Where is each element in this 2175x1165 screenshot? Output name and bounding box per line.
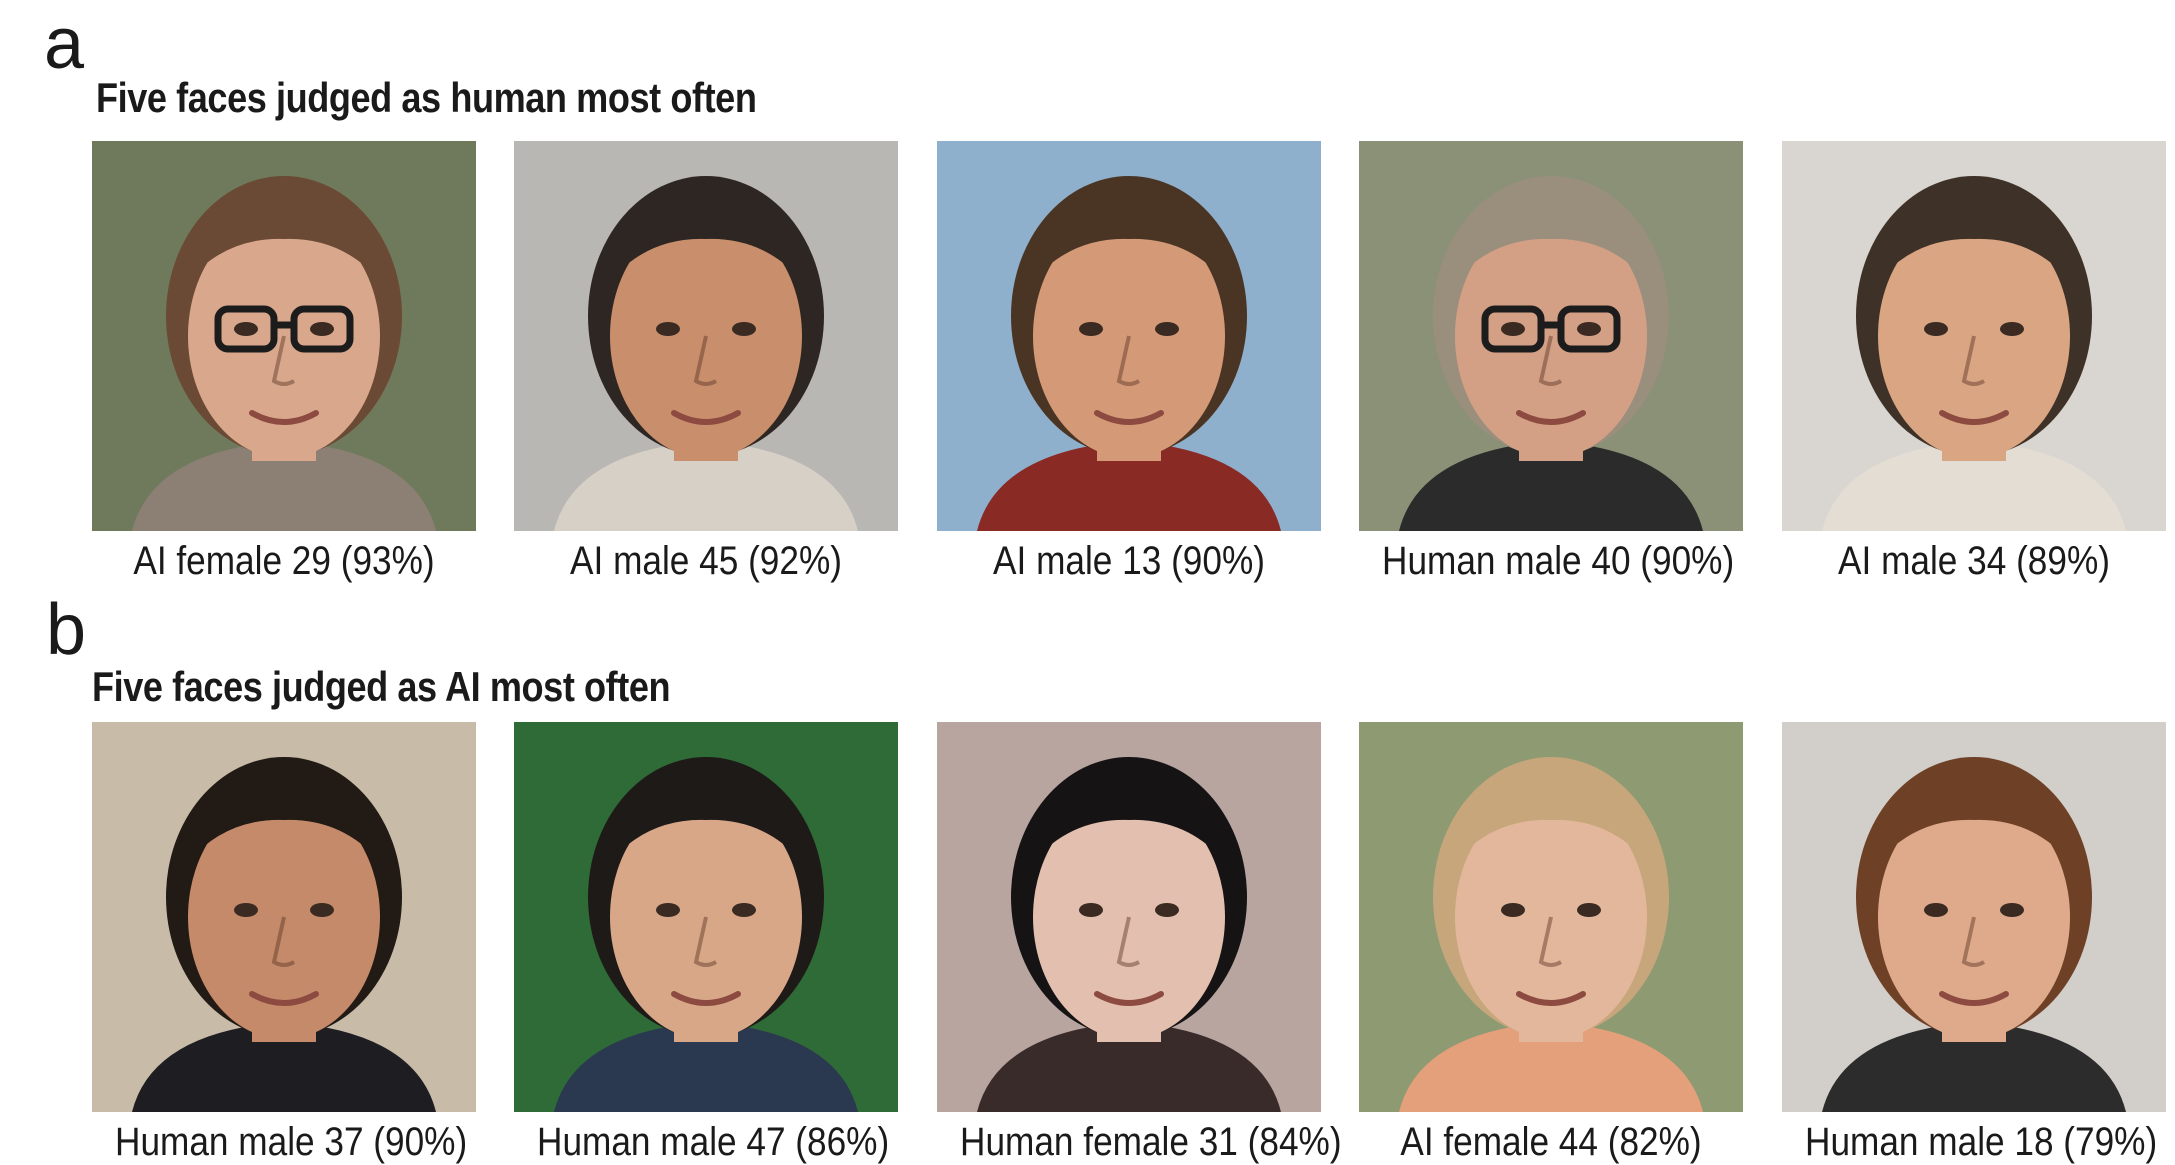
face-photo	[514, 141, 898, 531]
panel-label-a: a	[44, 4, 85, 84]
face-caption: Human male 18 (79%)	[1805, 1120, 2158, 1164]
face-photo	[1782, 141, 2166, 531]
glasses-icon	[214, 305, 354, 353]
face-card: Human male 47 (86%)	[514, 722, 898, 1165]
face-photo	[937, 722, 1321, 1112]
face-caption: Human female 31 (84%)	[960, 1120, 1342, 1164]
face-caption: AI female 44 (82%)	[1400, 1120, 1702, 1164]
face-card: Human female 31 (84%)	[937, 722, 1342, 1165]
face-photo	[1359, 722, 1743, 1112]
panel-title-b: Five faces judged as AI most often	[92, 663, 671, 710]
glasses-icon	[1481, 305, 1621, 353]
face-card: AI male 45 (92%)	[514, 141, 898, 584]
face-card: AI female 44 (82%)	[1359, 722, 1743, 1165]
face-photo	[937, 141, 1321, 531]
face-card: AI male 13 (90%)	[937, 141, 1321, 584]
face-photo	[1782, 722, 2166, 1112]
face-photo	[514, 722, 898, 1112]
face-card: Human male 37 (90%)	[92, 722, 476, 1165]
face-caption: AI male 13 (90%)	[993, 539, 1265, 583]
face-photo	[92, 141, 476, 531]
face-card: Human male 18 (79%)	[1782, 722, 2166, 1165]
face-photo	[92, 722, 476, 1112]
face-caption: Human male 40 (90%)	[1382, 539, 1735, 583]
face-caption: Human male 47 (86%)	[537, 1120, 890, 1164]
panel-title-a: Five faces judged as human most often	[96, 74, 757, 121]
face-caption: AI female 29 (93%)	[133, 539, 435, 583]
panel-label-b: b	[46, 590, 87, 670]
face-photo	[1359, 141, 1743, 531]
face-caption: AI male 34 (89%)	[1838, 539, 2110, 583]
face-card: AI female 29 (93%)	[92, 141, 476, 584]
face-caption: Human male 37 (90%)	[115, 1120, 468, 1164]
face-card: AI male 34 (89%)	[1782, 141, 2166, 584]
face-caption: AI male 45 (92%)	[570, 539, 842, 583]
face-card: Human male 40 (90%)	[1359, 141, 1743, 584]
